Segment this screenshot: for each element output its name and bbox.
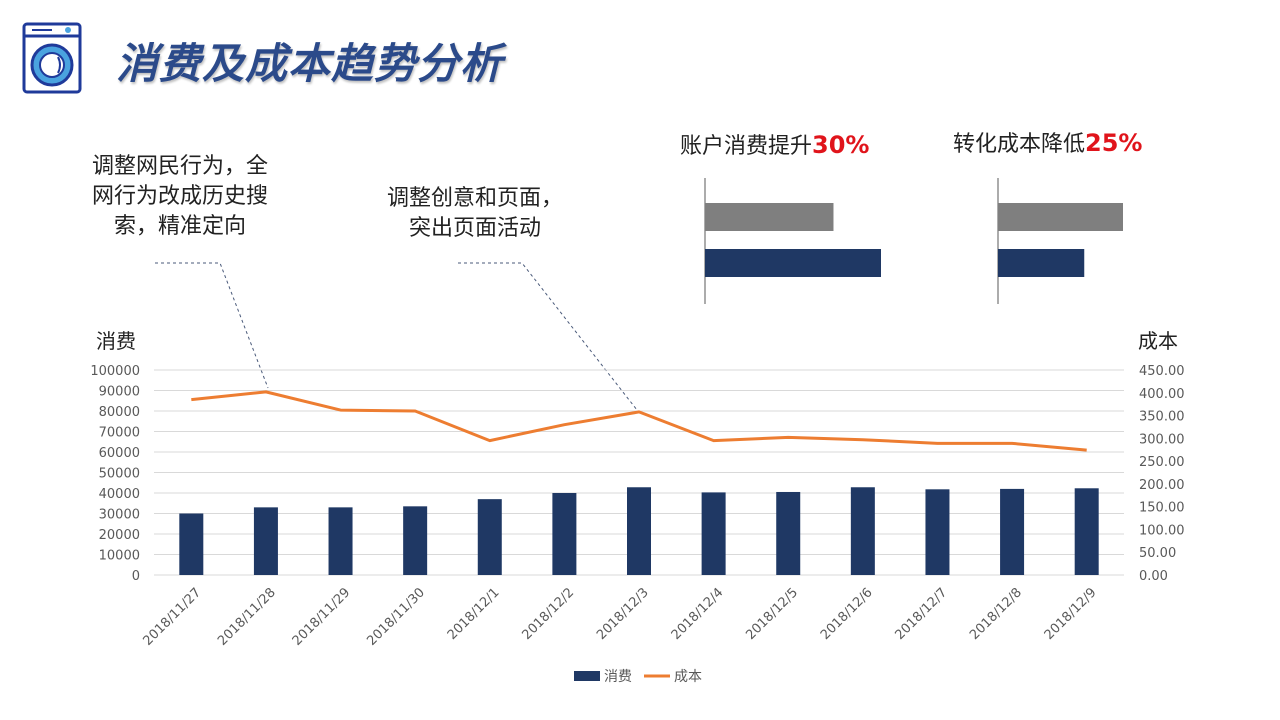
y-right-tick-label: 0.00 <box>1139 569 1168 584</box>
page-title: 消费及成本趋势分析 <box>116 39 504 88</box>
kpi-cost-value: 25% <box>1085 129 1143 157</box>
x-tick-label: 2018/12/6 <box>818 585 876 643</box>
annotation-leaders <box>155 262 638 411</box>
kpi-consumption-value: 30% <box>812 131 870 159</box>
y-left-tick-label: 60000 <box>99 446 140 461</box>
x-tick-label: 2018/12/4 <box>669 585 727 643</box>
x-tick-label: 2018/12/3 <box>594 585 652 643</box>
bar-consumption <box>1074 488 1099 575</box>
kpi-consumption-text: 账户消费提升 <box>680 134 813 159</box>
legend-consumption-label: 消费 <box>604 669 632 685</box>
annotation-2: 调整创意和页面， 突出页面活动 <box>370 184 580 244</box>
line-series <box>191 390 1087 452</box>
bar-consumption <box>179 513 204 575</box>
annotation-1: 调整网民行为，全 网行为改成历史搜 索，精准定向 <box>70 152 290 242</box>
x-tick-label: 2018/12/9 <box>1042 585 1100 643</box>
y-right-tick-label: 400.00 <box>1139 387 1185 402</box>
kpi-bar-after <box>998 249 1085 277</box>
bar-consumption <box>850 487 875 575</box>
y-right-tick-label: 300.00 <box>1139 432 1185 447</box>
x-tick-label: 2018/11/29 <box>290 585 354 649</box>
y-right-tick-label: 200.00 <box>1139 478 1185 493</box>
line-cost <box>191 390 1087 452</box>
annotation-2-line-2: 突出页面活动 <box>408 216 541 241</box>
y-left-tick-label: 90000 <box>99 385 140 400</box>
bar-consumption <box>1000 488 1025 575</box>
bar-consumption <box>552 493 577 575</box>
y-axis-right-title: 成本 <box>1138 329 1178 353</box>
x-tick-label: 2018/12/7 <box>893 585 951 643</box>
kpi-bars <box>704 178 1123 304</box>
bar-consumption <box>253 507 278 575</box>
y-left-tick-label: 80000 <box>99 405 140 420</box>
bar-consumption <box>627 487 651 575</box>
annotation-2-line-1: 调整创意和页面， <box>386 186 563 211</box>
x-tick-label: 2018/11/27 <box>141 585 205 649</box>
y-left-tick-label: 0 <box>132 569 140 584</box>
y-left-tick-label: 20000 <box>99 528 140 543</box>
annotation-1-line-1: 调整网民行为，全 <box>91 154 268 179</box>
y-right-tick-label: 150.00 <box>1139 501 1185 516</box>
kpi-consumption-label: 账户消费提升30% <box>680 128 869 160</box>
kpi-cost-text: 转化成本降低 <box>953 132 1086 157</box>
annotation-1-line-3: 索，精准定向 <box>113 214 246 239</box>
y-right-tick-label: 100.00 <box>1139 523 1185 538</box>
y-left-tick-label: 10000 <box>99 549 140 564</box>
kpi-bar-after <box>705 249 881 277</box>
y-right-tick-label: 250.00 <box>1139 455 1185 470</box>
legend: 消费 成本 <box>574 669 702 685</box>
y-left-tick-label: 70000 <box>99 426 140 441</box>
legend-consumption-swatch <box>574 671 600 681</box>
y-right-tick-label: 350.00 <box>1139 410 1185 425</box>
bar-consumption <box>477 499 502 575</box>
bar-consumption <box>925 489 950 575</box>
y-right-tick-label: 50.00 <box>1139 546 1176 561</box>
y-left-tick-label: 100000 <box>90 364 140 379</box>
bar-consumption <box>701 492 726 575</box>
washing-machine-icon <box>22 22 82 94</box>
x-tick-label: 2018/12/2 <box>519 585 577 643</box>
y-axis-left-title: 消费 <box>96 329 136 353</box>
x-tick-label: 2018/12/1 <box>445 585 503 643</box>
x-tick-label: 2018/12/8 <box>967 585 1025 643</box>
annotation-1-leader <box>155 262 269 389</box>
kpi-bar-before <box>998 203 1123 231</box>
y-left-tick-label: 30000 <box>99 508 140 523</box>
x-tick-label: 2018/11/28 <box>215 585 279 649</box>
bar-consumption <box>328 507 353 575</box>
y-left-tick-label: 40000 <box>99 487 140 502</box>
bar-series <box>179 487 1099 575</box>
x-tick-label: 2018/11/30 <box>364 585 428 649</box>
kpi-cost-label: 转化成本降低25% <box>953 126 1142 158</box>
y-left-tick-label: 50000 <box>99 467 140 482</box>
annotation-1-line-2: 网行为改成历史搜 <box>91 184 268 209</box>
annotation-2-leader <box>458 262 638 411</box>
kpi-bar-before <box>705 203 834 231</box>
x-tick-label: 2018/12/5 <box>743 585 801 643</box>
bar-consumption <box>403 506 428 575</box>
legend-cost-label: 成本 <box>674 669 702 685</box>
y-right-tick-label: 450.00 <box>1139 364 1185 379</box>
bar-consumption <box>776 491 801 575</box>
